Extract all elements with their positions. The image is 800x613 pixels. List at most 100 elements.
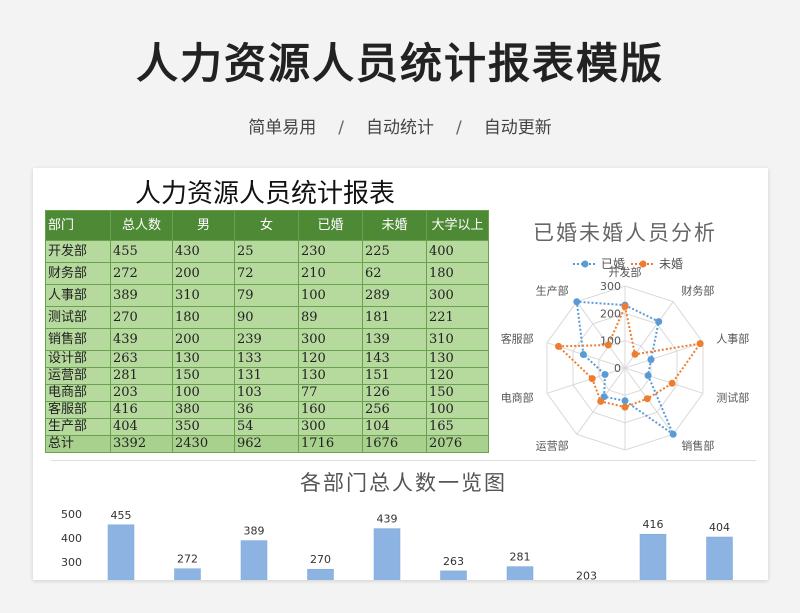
table-cell[interactable]: 256 <box>362 401 427 419</box>
table-cell[interactable]: 62 <box>362 262 427 285</box>
staff-table: 部门 总人数 男 女 已婚 未婚 大学以上 开发部 455 430 25 230 225 4… <box>45 210 489 453</box>
table-cell[interactable]: 72 <box>234 262 299 285</box>
table-cell[interactable]: 439 <box>110 328 173 351</box>
table-cell[interactable]: 150 <box>426 384 489 402</box>
table-cell[interactable]: 103 <box>234 384 299 402</box>
table-cell[interactable]: 2430 <box>172 435 235 453</box>
table-cell[interactable]: 203 <box>110 384 173 402</box>
table-cell[interactable]: 120 <box>426 367 489 385</box>
col-header[interactable]: 大学以上 <box>426 210 489 241</box>
table-cell[interactable]: 300 <box>426 284 489 307</box>
table-cell[interactable]: 150 <box>172 367 235 385</box>
table-cell[interactable]: 100 <box>172 384 235 402</box>
table-cell[interactable]: 设计部 <box>45 350 111 368</box>
table-cell[interactable]: 281 <box>110 367 173 385</box>
table-cell[interactable]: 239 <box>234 328 299 351</box>
col-header[interactable]: 部门 <box>45 210 111 241</box>
bar-value-label: 389 <box>244 525 265 538</box>
table-cell[interactable]: 160 <box>298 401 363 419</box>
bar-value-label: 404 <box>709 521 730 534</box>
radar-point <box>696 340 704 348</box>
table-cell[interactable]: 272 <box>110 262 173 285</box>
table-cell[interactable]: 200 <box>172 328 235 351</box>
bar <box>307 568 334 580</box>
col-header[interactable]: 男 <box>172 210 235 241</box>
table-cell[interactable]: 180 <box>172 306 235 329</box>
table-cell[interactable]: 133 <box>234 350 299 368</box>
table-cell[interactable]: 263 <box>110 350 173 368</box>
table-cell[interactable]: 165 <box>426 418 489 436</box>
radar-point <box>579 351 587 358</box>
table-cell[interactable]: 221 <box>426 306 489 329</box>
table-cell[interactable]: 416 <box>110 401 173 419</box>
table-cell[interactable]: 300 <box>298 418 363 436</box>
table-cell[interactable]: 财务部 <box>45 262 111 285</box>
table-cell[interactable]: 180 <box>426 262 489 285</box>
bar <box>706 536 733 580</box>
col-header[interactable]: 已婚 <box>298 210 363 241</box>
table-cell[interactable]: 客服部 <box>45 401 111 419</box>
col-header[interactable]: 未婚 <box>362 210 427 241</box>
table-cell[interactable]: 230 <box>298 240 363 263</box>
table-cell[interactable]: 90 <box>234 306 299 329</box>
radar-tick-label: 200 <box>600 307 621 320</box>
table-cell[interactable]: 运营部 <box>45 367 111 385</box>
radar-legend: 已婚 未婚 <box>573 257 683 271</box>
table-cell[interactable]: 310 <box>426 328 489 351</box>
bar-value-label: 439 <box>377 513 398 526</box>
table-cell[interactable]: 126 <box>362 384 427 402</box>
table-cell[interactable]: 962 <box>234 435 299 453</box>
table-cell[interactable]: 生产部 <box>45 418 111 436</box>
table-cell[interactable]: 1676 <box>362 435 427 453</box>
radar-point <box>669 430 677 438</box>
col-header[interactable]: 女 <box>234 210 299 241</box>
table-cell[interactable]: 310 <box>172 284 235 307</box>
table-cell[interactable]: 130 <box>298 367 363 385</box>
table-cell[interactable]: 79 <box>234 284 299 307</box>
table-cell[interactable]: 100 <box>298 284 363 307</box>
radar-title: 已婚未婚人员分析 <box>533 221 717 245</box>
table-cell[interactable]: 电商部 <box>45 384 111 402</box>
table-cell[interactable]: 总计 <box>45 435 111 453</box>
table-cell[interactable]: 200 <box>172 262 235 285</box>
table-cell[interactable]: 104 <box>362 418 427 436</box>
table-cell[interactable]: 130 <box>426 350 489 368</box>
table-cell[interactable]: 350 <box>172 418 235 436</box>
table-cell[interactable]: 139 <box>362 328 427 351</box>
table-cell[interactable]: 54 <box>234 418 299 436</box>
table-cell[interactable]: 430 <box>172 240 235 263</box>
table-cell[interactable]: 270 <box>110 306 173 329</box>
table-cell[interactable]: 404 <box>110 418 173 436</box>
table-cell[interactable]: 36 <box>234 401 299 419</box>
table-cell[interactable]: 389 <box>110 284 173 307</box>
table-cell[interactable]: 1716 <box>298 435 363 453</box>
table-cell[interactable]: 2076 <box>426 435 489 453</box>
page-title: 人力资源人员统计报表模版 <box>135 39 664 88</box>
bar-value-label: 203 <box>576 569 597 580</box>
table-cell[interactable]: 380 <box>172 401 235 419</box>
table-cell[interactable]: 225 <box>362 240 427 263</box>
table-cell[interactable]: 89 <box>298 306 363 329</box>
col-header[interactable]: 总人数 <box>110 210 173 241</box>
bar <box>639 533 667 580</box>
table-cell[interactable]: 销售部 <box>45 328 111 351</box>
table-cell[interactable]: 测试部 <box>45 306 111 329</box>
table-cell[interactable]: 455 <box>110 240 173 263</box>
table-cell[interactable]: 120 <box>298 350 363 368</box>
table-cell[interactable]: 210 <box>298 262 363 285</box>
table-cell[interactable]: 人事部 <box>45 284 111 307</box>
table-cell[interactable]: 130 <box>172 350 235 368</box>
table-cell[interactable]: 143 <box>362 350 427 368</box>
table-row: 运营部 281 150 131 130 151 120 <box>45 367 489 385</box>
table-cell[interactable]: 400 <box>426 240 489 263</box>
table-cell[interactable]: 开发部 <box>45 240 111 263</box>
table-cell[interactable]: 100 <box>426 401 489 419</box>
table-cell[interactable]: 181 <box>362 306 427 329</box>
table-cell[interactable]: 25 <box>234 240 299 263</box>
table-cell[interactable]: 151 <box>362 367 427 385</box>
table-cell[interactable]: 3392 <box>110 435 173 453</box>
table-cell[interactable]: 289 <box>362 284 427 307</box>
table-cell[interactable]: 77 <box>298 384 363 402</box>
table-cell[interactable]: 131 <box>234 367 299 385</box>
table-cell[interactable]: 300 <box>298 328 363 351</box>
